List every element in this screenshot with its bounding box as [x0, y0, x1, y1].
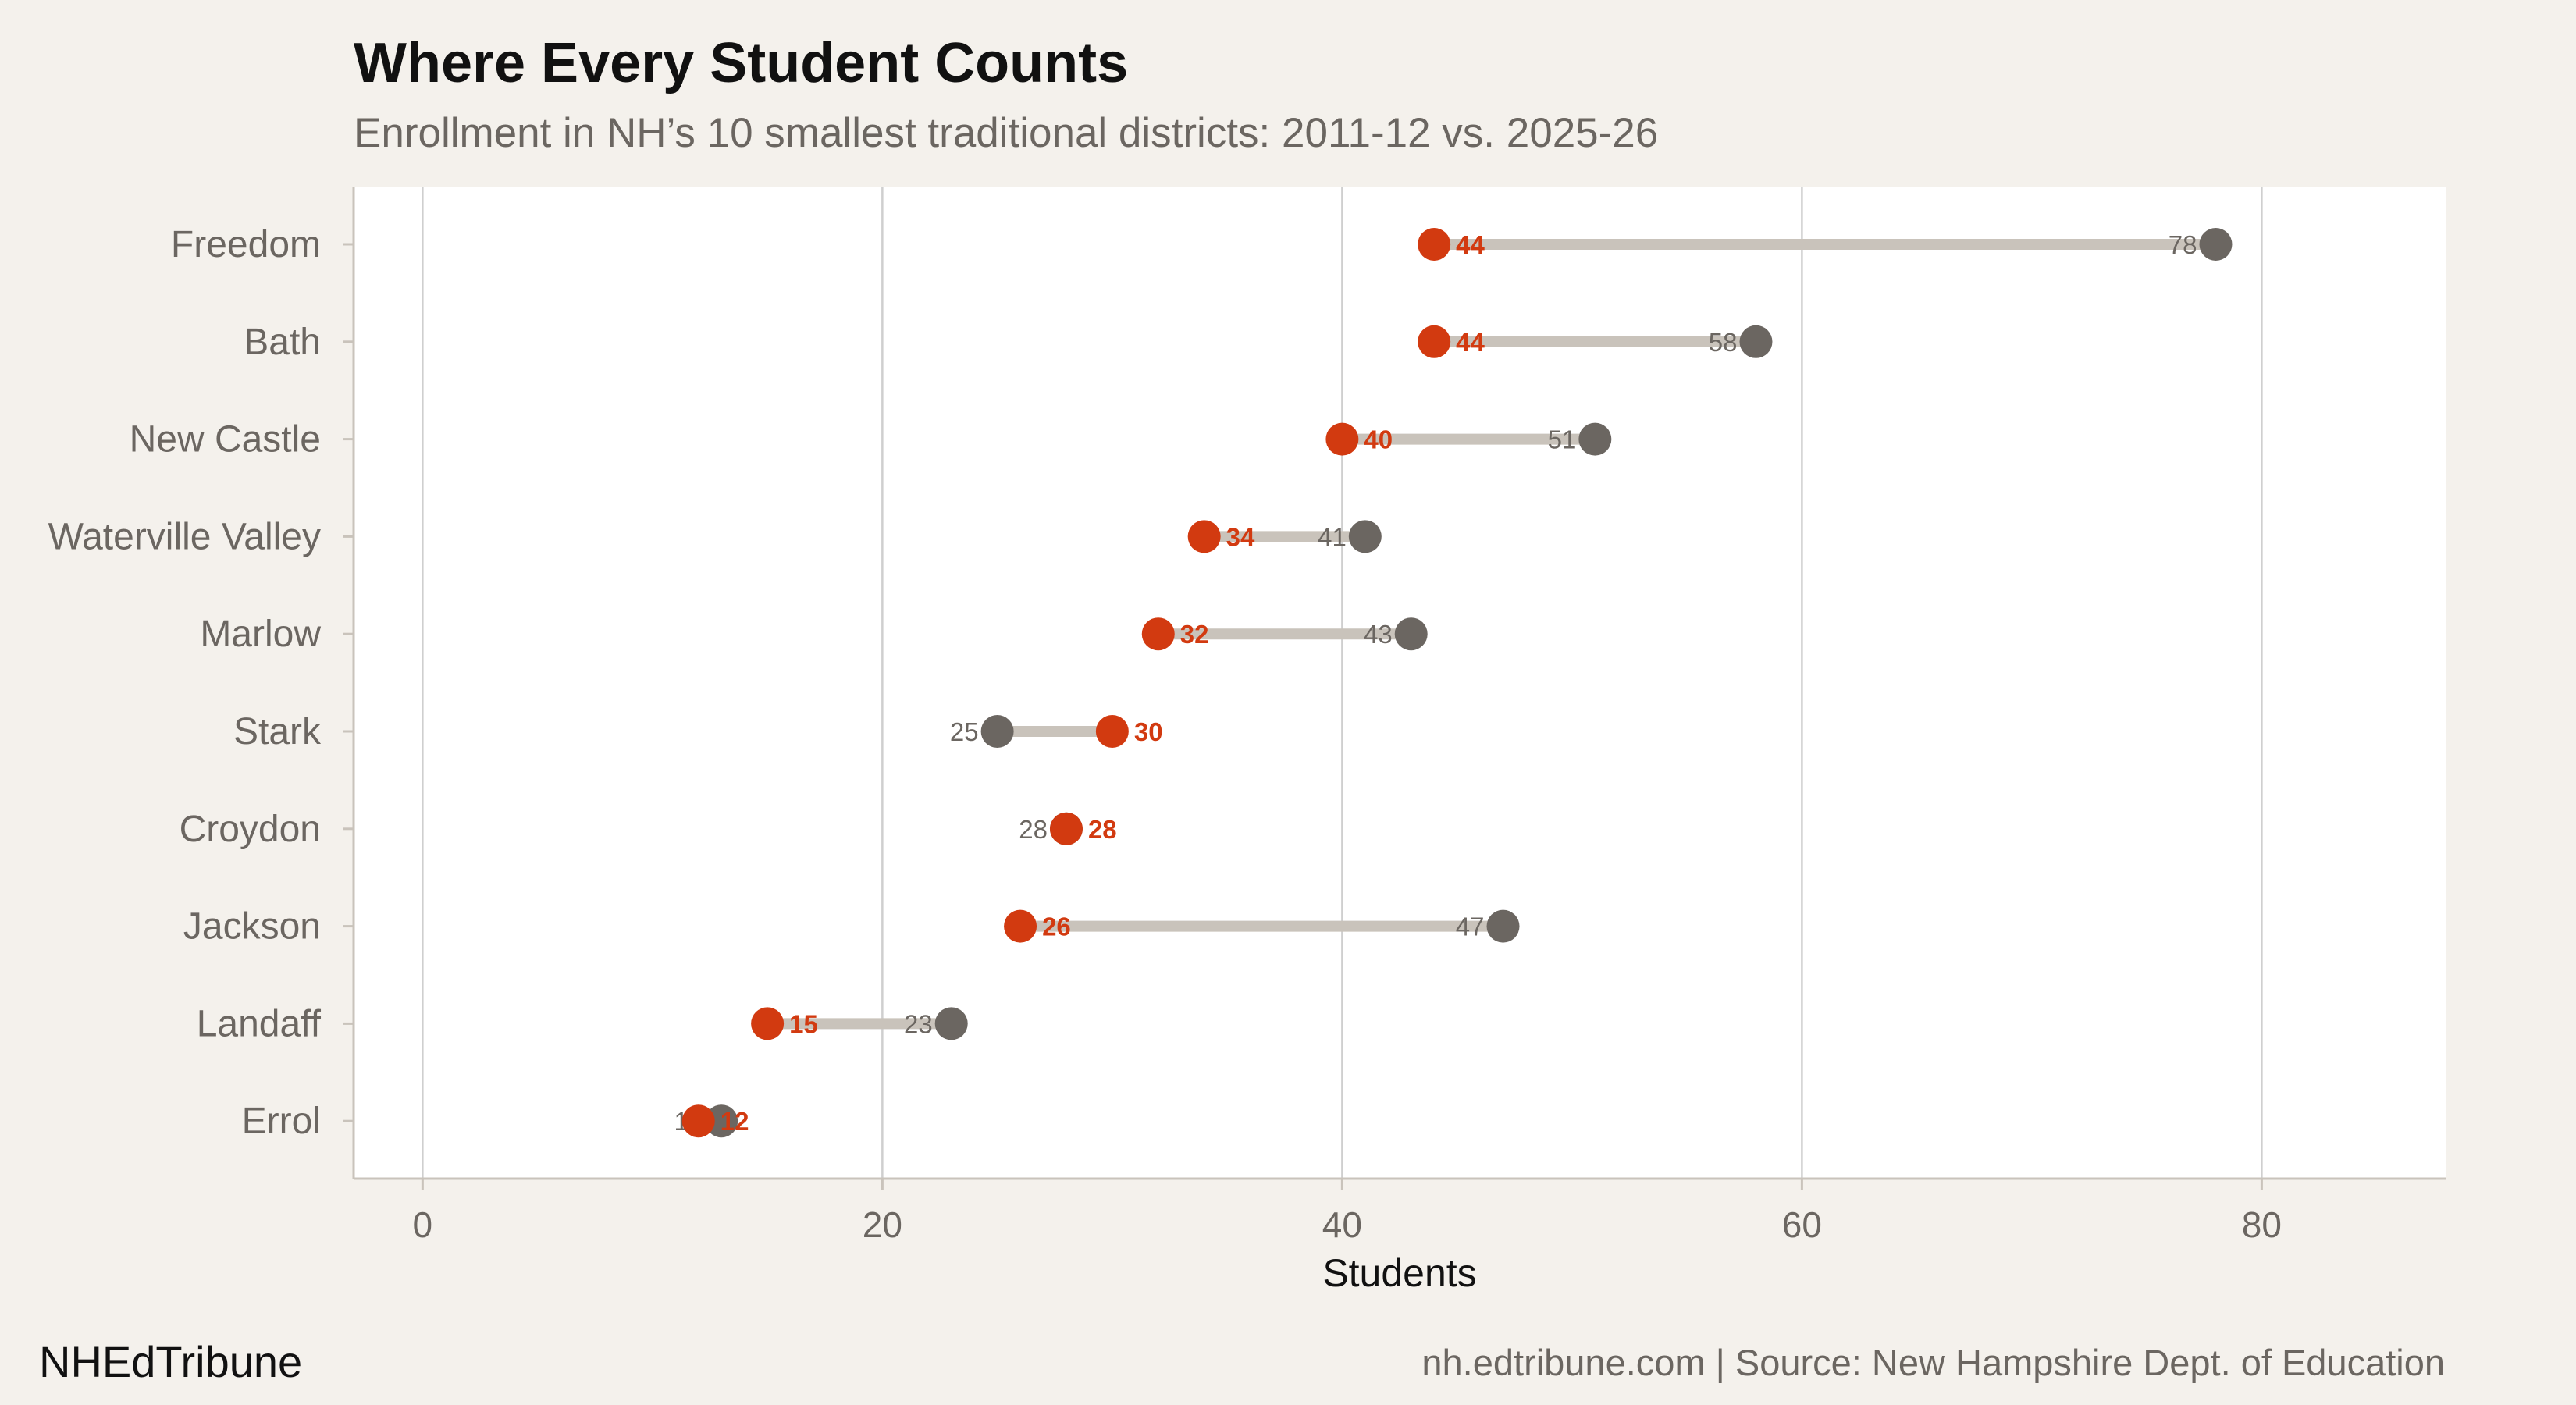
data-label-2011-12: 23 [904, 1009, 933, 1038]
data-label-2011-12: 47 [1456, 912, 1485, 941]
point-2025-26 [1325, 422, 1359, 456]
x-tick-label: 20 [863, 1204, 902, 1245]
point-2011-12 [1739, 325, 1773, 358]
y-tick-label: Waterville Valley [48, 516, 321, 557]
y-tick-label: Jackson [183, 906, 321, 948]
y-tick-label: Bath [244, 322, 321, 363]
data-label-2025-26: 15 [789, 1009, 818, 1038]
point-2011-12 [934, 1007, 968, 1040]
data-label-2025-26: 30 [1134, 717, 1163, 746]
data-label-2025-26: 44 [1456, 328, 1485, 357]
y-tick-label: New Castle [130, 419, 321, 461]
y-tick-label: Errol [242, 1101, 321, 1142]
y-tick-label: Stark [233, 711, 322, 752]
x-tick-label: 0 [413, 1204, 433, 1245]
data-label-2011-12: 28 [1019, 815, 1048, 844]
x-tick-labels: 0 20 40 60 80 [413, 1179, 2282, 1245]
data-label-2025-26: 34 [1226, 522, 1255, 551]
x-tick-label: 60 [1782, 1204, 1822, 1245]
point-2025-26 [1095, 715, 1129, 748]
x-tick-label: 40 [1322, 1204, 1362, 1245]
chart-title: Where Every Student Counts [354, 32, 1129, 94]
chart-subtitle: Enrollment in NH’s 10 smallest tradition… [354, 110, 1659, 156]
brand-logo-text: NHEdTribune [39, 1337, 303, 1386]
point-2025-26 [1049, 812, 1083, 845]
data-label-2011-12: 51 [1548, 425, 1577, 454]
point-2011-12 [705, 1104, 738, 1138]
point-2025-26 [1418, 325, 1451, 358]
x-axis-label: Students [1322, 1251, 1476, 1295]
point-2011-12 [2199, 228, 2233, 261]
grid-lines [422, 187, 2263, 1179]
data-label-2025-26: 40 [1364, 425, 1393, 454]
data-label-2011-12: 25 [950, 717, 979, 746]
y-tick-label: Landaff [197, 1003, 322, 1044]
data-label-2025-26: 28 [1088, 815, 1117, 844]
y-tick-label: Marlow [200, 614, 321, 655]
plot-panel [354, 187, 2446, 1179]
data-label-2011-12: 43 [1364, 620, 1393, 649]
data-label-2025-26: 32 [1180, 620, 1209, 649]
data-label-2025-26: 26 [1042, 912, 1071, 941]
y-tick-label: Croydon [180, 809, 321, 850]
y-tick-labels: Freedom Bath New Castle Waterville Valley Ma… [48, 224, 354, 1142]
point-2025-26 [681, 1104, 715, 1138]
y-tick-label: Freedom [171, 224, 321, 265]
data-points: 7844584451404134433225302828472623151312 [674, 228, 2233, 1138]
point-2011-12 [1394, 617, 1428, 651]
point-2011-12 [1486, 909, 1520, 943]
point-2011-12 [1578, 422, 1612, 456]
data-label-2011-12: 78 [2169, 230, 2197, 259]
data-label-2025-26: 44 [1456, 230, 1485, 259]
point-2025-26 [1418, 228, 1451, 261]
point-2011-12 [980, 715, 1014, 748]
data-label-2011-12: 58 [1709, 328, 1738, 357]
data-label-2011-12: 41 [1318, 522, 1347, 551]
point-2025-26 [1187, 520, 1221, 553]
point-2011-12 [1348, 520, 1382, 553]
point-2025-26 [751, 1007, 785, 1040]
x-tick-label: 80 [2242, 1204, 2282, 1245]
point-2025-26 [1141, 617, 1175, 651]
data-label-2025-26: 12 [720, 1107, 749, 1136]
source-note: nh.edtribune.com | Source: New Hampshire… [1421, 1342, 2445, 1383]
point-2025-26 [1004, 909, 1037, 943]
